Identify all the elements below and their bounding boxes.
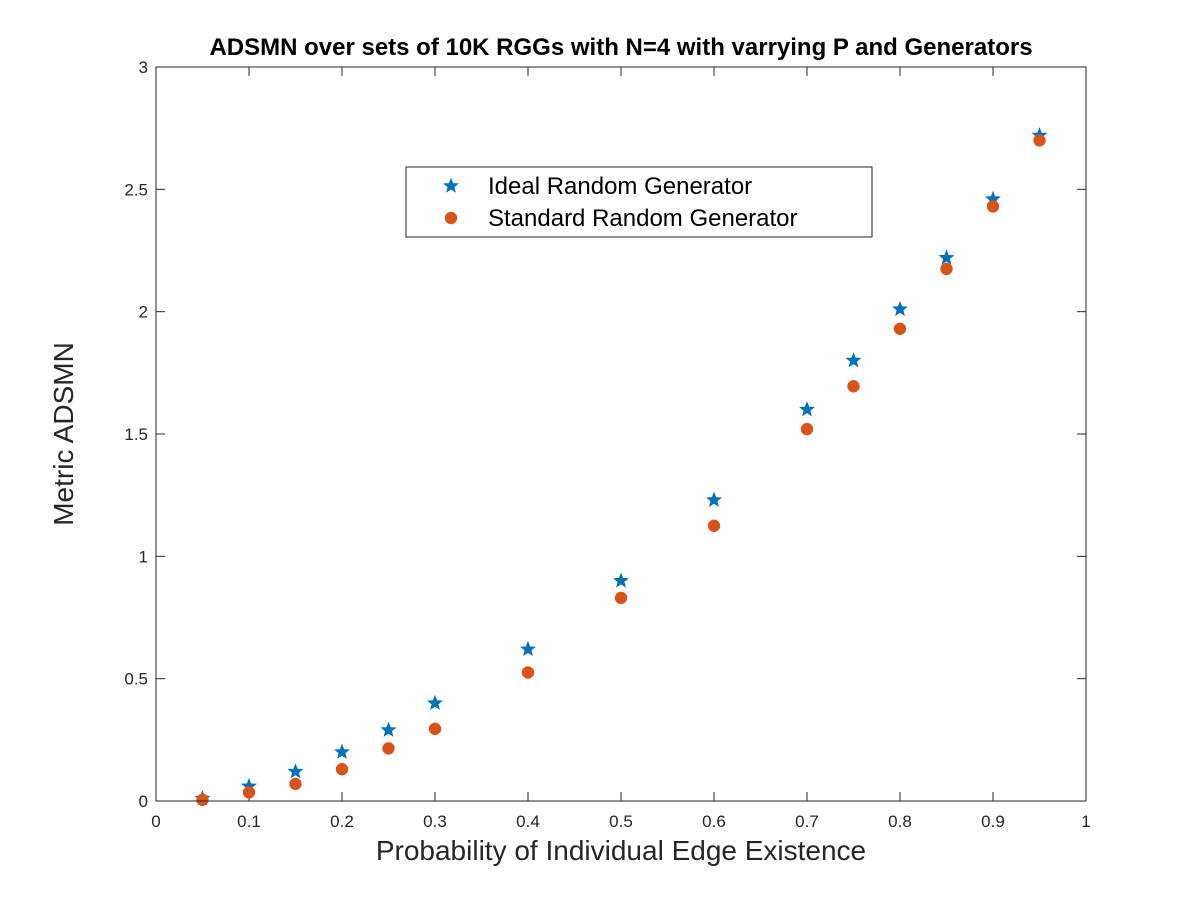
star-point bbox=[799, 401, 815, 417]
x-axis-label: Probability of Individual Edge Existence bbox=[376, 835, 866, 866]
x-tick-label: 0.3 bbox=[423, 812, 447, 831]
y-tick-label: 1 bbox=[139, 547, 148, 566]
x-tick-label: 0.5 bbox=[609, 812, 633, 831]
circle-point bbox=[1033, 134, 1046, 147]
x-tick-label: 0 bbox=[151, 812, 160, 831]
circle-point bbox=[986, 200, 1000, 213]
circle-point bbox=[847, 380, 860, 393]
star-point bbox=[706, 491, 722, 507]
x-tick-label: 0.6 bbox=[702, 812, 726, 831]
circle-point bbox=[289, 777, 302, 791]
circle-point bbox=[940, 262, 953, 276]
x-tick-label: 0.9 bbox=[981, 812, 1005, 831]
y-tick-label: 0.5 bbox=[124, 670, 148, 689]
circle-point bbox=[893, 322, 907, 336]
series-standard bbox=[196, 134, 1046, 807]
star-point bbox=[938, 249, 955, 265]
legend-label-standard: Standard Random Generator bbox=[488, 205, 798, 232]
y-tick-label: 1.5 bbox=[124, 425, 148, 444]
circle-point bbox=[707, 519, 721, 532]
star-point bbox=[520, 640, 536, 657]
circle-point bbox=[800, 422, 814, 436]
x-tick-label: 0.2 bbox=[330, 812, 354, 831]
x-tick-label: 0.7 bbox=[795, 812, 819, 831]
y-tick-label: 0 bbox=[139, 792, 148, 811]
x-tick-label: 0.4 bbox=[516, 812, 540, 831]
circle-point bbox=[428, 722, 442, 736]
legend-marker-ideal bbox=[443, 177, 459, 193]
legend-star-marker bbox=[443, 177, 459, 193]
y-axis-label: Metric ADSMN bbox=[48, 342, 79, 526]
plot-frame bbox=[155, 66, 1087, 802]
star-point bbox=[892, 300, 908, 317]
circle-point bbox=[382, 742, 395, 755]
axis-ticks bbox=[155, 66, 1087, 802]
circle-point bbox=[242, 786, 256, 799]
legend-label-ideal: Ideal Random Generator bbox=[488, 173, 752, 200]
circle-point bbox=[614, 591, 628, 605]
y-tick-label: 3 bbox=[139, 58, 148, 77]
legend-box bbox=[405, 166, 873, 238]
star-point bbox=[334, 743, 350, 759]
circle-point bbox=[196, 793, 209, 807]
star-point bbox=[380, 721, 397, 737]
chart-title: ADSMN over sets of 10K RGGs with N=4 wit… bbox=[209, 34, 1032, 61]
star-point bbox=[287, 763, 304, 779]
circle-point bbox=[521, 666, 535, 679]
legend: Ideal Random Generator Standard Random G… bbox=[405, 166, 873, 238]
legend-circle-marker bbox=[444, 211, 458, 225]
y-tick-label: 2 bbox=[139, 303, 148, 322]
data-marks bbox=[194, 127, 1048, 807]
star-point bbox=[427, 694, 443, 710]
star-point bbox=[613, 572, 629, 588]
star-point bbox=[845, 352, 862, 368]
tick-labels: 0 0.1 0.2 0.3 0.4 0.5 0.6 0.7 0.8 0.9 1 0 0.5 1 1.5 2 2.… bbox=[124, 58, 1090, 831]
circle-point bbox=[335, 762, 349, 776]
legend-marker-standard bbox=[444, 211, 458, 225]
y-tick-label: 2.5 bbox=[124, 180, 148, 199]
x-tick-label: 1 bbox=[1081, 812, 1090, 831]
x-tick-label: 0.8 bbox=[888, 812, 912, 831]
x-tick-label: 0.1 bbox=[237, 812, 261, 831]
